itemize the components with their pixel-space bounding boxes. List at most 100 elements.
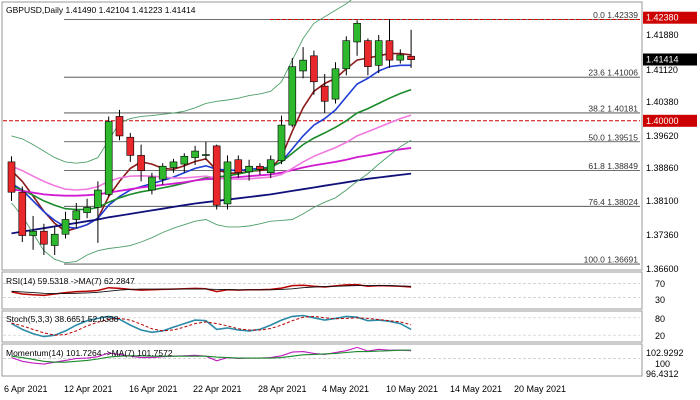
candle-bull xyxy=(148,176,156,191)
fib-level-label: 100.0 1.36691 xyxy=(584,255,639,265)
date-tick: 6 Apr 2021 xyxy=(4,384,48,394)
date-tick: 12 Apr 2021 xyxy=(64,384,113,394)
candle-bull xyxy=(277,124,286,161)
candle-bull xyxy=(245,165,253,173)
stoch-lines xyxy=(3,314,640,338)
candle-bull xyxy=(50,233,59,246)
level-marker xyxy=(643,114,697,127)
candle-bull xyxy=(353,23,361,43)
candle-bull xyxy=(169,161,178,168)
overlay-bb_upper xyxy=(11,0,352,164)
candle-bull xyxy=(180,155,189,165)
level-marker-text: 1.40000 xyxy=(646,116,679,126)
candle-bull xyxy=(396,54,405,61)
candle-bull xyxy=(223,161,232,205)
candle-bull xyxy=(202,154,210,156)
stoch-d-line xyxy=(11,315,412,336)
high-price-marker-text: 1.42380 xyxy=(646,13,679,23)
stoch-axis-80: 80 xyxy=(655,314,665,324)
overlay-pink xyxy=(11,114,412,191)
momentum-label: Momentum(14) 101.7264 ->MA(7) 101.7572 xyxy=(6,348,173,358)
date-tick: 22 Apr 2021 xyxy=(193,384,242,394)
candle-bull xyxy=(342,40,351,70)
candle-bear xyxy=(310,55,318,83)
candles xyxy=(7,18,415,256)
candle-bull xyxy=(72,210,81,220)
fib-level-label: 61.8 1.38849 xyxy=(588,161,638,171)
candle-bear xyxy=(212,145,221,206)
candle-bull xyxy=(104,121,113,195)
price-tick: 1.41880 xyxy=(646,30,679,40)
candle-bear xyxy=(18,191,27,236)
price-tick: 1.39620 xyxy=(646,131,679,141)
overlay-ma_blue xyxy=(11,64,412,230)
momentum-ma-line xyxy=(11,349,412,363)
candle-bear xyxy=(234,159,243,174)
current-price-marker xyxy=(643,53,697,66)
rsi-ma-line xyxy=(11,285,412,295)
overlay-bb_lower xyxy=(11,139,412,264)
candle-bull xyxy=(299,59,307,72)
candle-bear xyxy=(320,85,329,102)
price-overlays xyxy=(10,0,412,264)
stoch-label: Stoch(5,3,3) 38.6651 52.0388 xyxy=(6,314,119,324)
candle-bull xyxy=(29,230,37,236)
momentum-line xyxy=(11,346,412,365)
candle-bear xyxy=(137,155,145,171)
date-tick: 16 Apr 2021 xyxy=(129,384,178,394)
price-tick: 1.41120 xyxy=(646,65,678,75)
date-tick: 28 Apr 2021 xyxy=(258,384,307,394)
fib-level-label: 23.6 1.41006 xyxy=(588,68,638,78)
symbol-header: GBPUSD,Daily 1.41490 1.42104 1.41223 1.4… xyxy=(6,5,196,15)
candle-bull xyxy=(191,150,199,158)
price-tick: 1.40380 xyxy=(646,97,679,107)
date-tick: 4 May 2021 xyxy=(322,384,369,394)
fib-level-label: 0.0 1.42339 xyxy=(593,10,638,20)
candle-bull xyxy=(158,165,167,180)
momentum-axis-bottom: 96.4312 xyxy=(646,369,679,379)
rsi-line xyxy=(11,283,412,297)
price-tick: 1.38100 xyxy=(646,196,679,206)
momentum-axis-top: 102.9292 xyxy=(646,348,684,358)
fib-level-label: 76.4 1.38024 xyxy=(588,197,638,207)
current-price-marker-text: 1.41414 xyxy=(646,55,679,65)
rsi-label: RSI(14) 59.5318 ->MA(7) 62.2847 xyxy=(6,276,135,286)
overlay-ma_navy xyxy=(11,172,412,235)
candle-bear xyxy=(364,40,372,67)
stoch-axis-20: 20 xyxy=(655,331,665,341)
high-price-marker xyxy=(643,11,697,24)
candle-bull xyxy=(61,219,70,235)
rsi-axis-30: 30 xyxy=(655,295,665,305)
rsi-axis-70: 70 xyxy=(655,279,665,289)
candle-bull xyxy=(266,159,275,174)
date-axis: 6 Apr 2021 12 Apr 2021 16 Apr 2021 22 Ap… xyxy=(4,384,566,394)
price-axis: 1.41880 1.41120 1.40380 1.39620 1.38860 … xyxy=(646,30,679,274)
price-tick: 1.37360 xyxy=(646,230,679,240)
candle-bull xyxy=(288,66,297,126)
candle-bull xyxy=(94,189,102,208)
fib-level-label: 50.0 1.39515 xyxy=(588,132,638,142)
candle-bear xyxy=(40,230,48,245)
candle-bear xyxy=(385,40,394,61)
candle-bear xyxy=(7,161,16,193)
date-tick: 20 May 2021 xyxy=(514,384,566,394)
rsi-pane-frame xyxy=(1,271,643,310)
candle-bull xyxy=(374,40,383,66)
candle-bear xyxy=(115,116,124,137)
fib-level-label: 38.2 1.40181 xyxy=(588,103,638,113)
momentum-lines xyxy=(3,346,640,365)
date-tick: 10 May 2021 xyxy=(386,384,438,394)
rsi-lines xyxy=(3,283,640,298)
candle-bull xyxy=(331,68,340,100)
momentum-pane-frame xyxy=(1,343,643,377)
date-tick: 14 May 2021 xyxy=(450,384,502,394)
stoch-k-line xyxy=(11,314,412,338)
candle-bear xyxy=(256,165,264,170)
overlay-ma_magenta xyxy=(11,147,412,197)
price-tick: 1.38860 xyxy=(646,163,679,173)
candle-bear xyxy=(126,136,135,156)
momentum-axis-mid: 100 xyxy=(655,359,670,369)
price-tick: 1.36600 xyxy=(646,264,679,274)
